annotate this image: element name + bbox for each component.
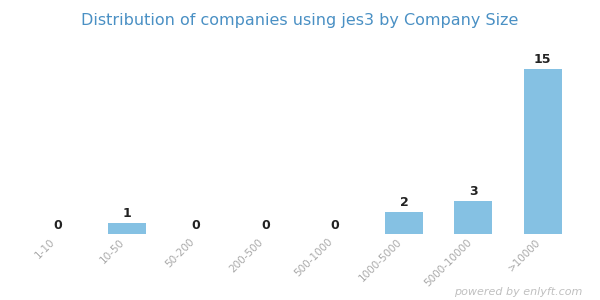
- Text: 15: 15: [534, 53, 551, 66]
- Text: 1: 1: [122, 207, 131, 220]
- Bar: [107, 223, 146, 234]
- Bar: [454, 201, 493, 234]
- Bar: [385, 212, 423, 234]
- Text: 0: 0: [331, 219, 339, 232]
- Title: Distribution of companies using jes3 by Company Size: Distribution of companies using jes3 by …: [82, 13, 518, 28]
- Text: 2: 2: [400, 196, 409, 209]
- Bar: [524, 69, 562, 234]
- Text: 0: 0: [191, 219, 200, 232]
- Text: 3: 3: [469, 185, 478, 198]
- Text: 0: 0: [53, 219, 62, 232]
- Text: powered by enlyft.com: powered by enlyft.com: [454, 287, 582, 297]
- Text: 0: 0: [261, 219, 269, 232]
